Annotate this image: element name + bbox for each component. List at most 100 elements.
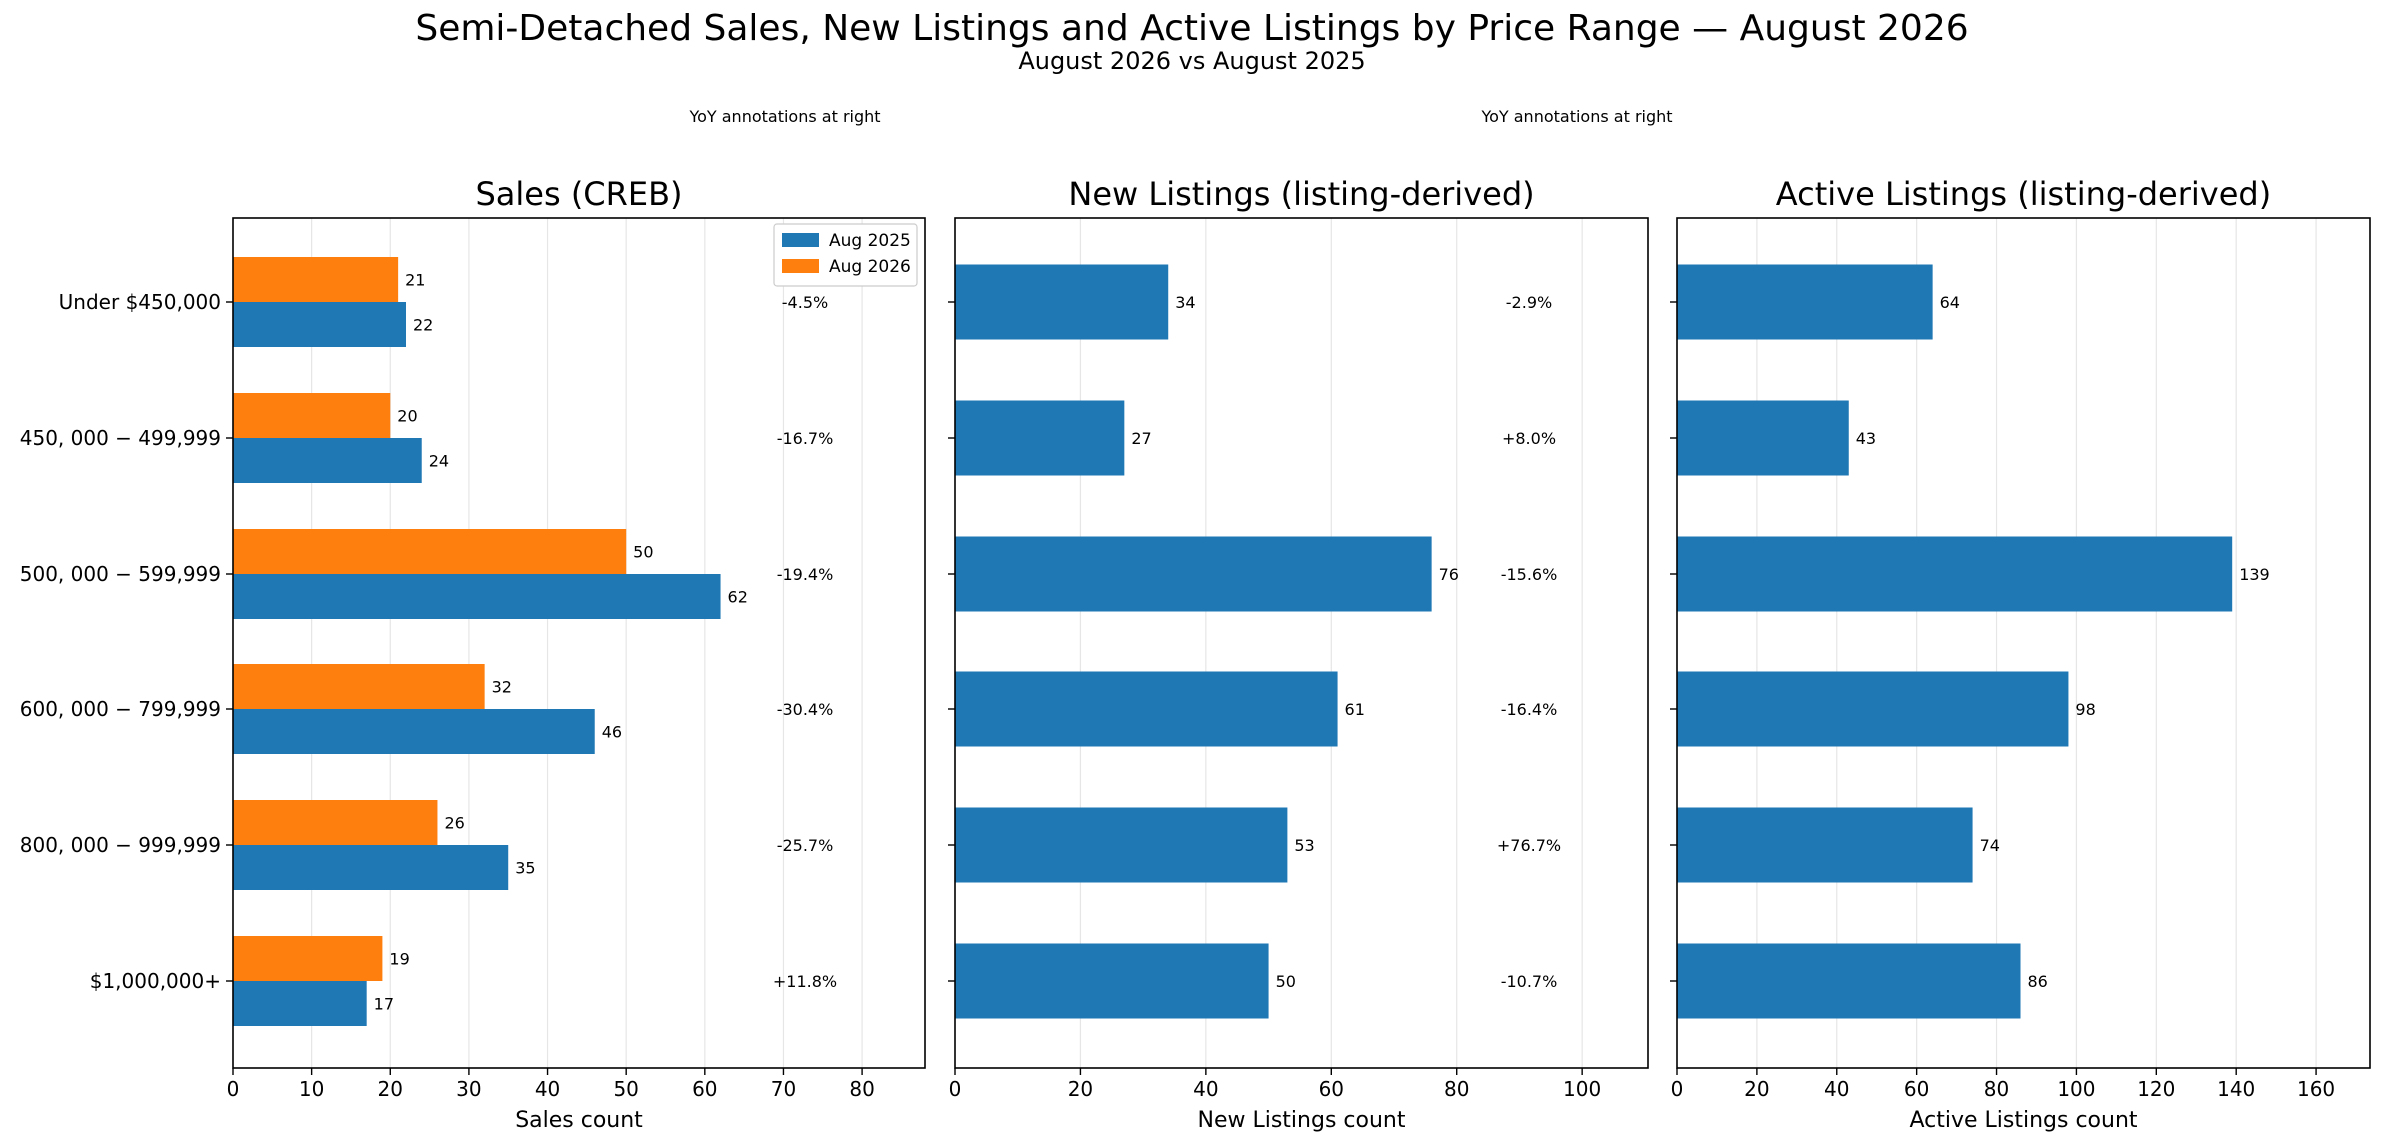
bar <box>233 800 438 845</box>
bar <box>233 981 367 1026</box>
bar-value-label: 74 <box>1980 836 2000 855</box>
bar <box>233 574 721 619</box>
axes-frame <box>1676 217 2371 1069</box>
bar-value-label: 24 <box>429 452 449 471</box>
yoy-annotation: +11.8% <box>773 972 837 991</box>
x-tick-label: 60 <box>692 1077 717 1101</box>
bar <box>1677 536 2233 612</box>
x-tick-label: 0 <box>949 1077 962 1101</box>
bar-value-label: 61 <box>1345 700 1365 719</box>
x-tick-label: 80 <box>1444 1077 1469 1101</box>
bar <box>233 438 422 483</box>
x-tick-label: 10 <box>299 1077 324 1101</box>
x-axis-label: New Listings count <box>1198 1108 1406 1133</box>
bar-value-label: 22 <box>413 316 433 335</box>
x-tick-label: 160 <box>2297 1077 2335 1101</box>
yoy-annotation: -16.4% <box>1501 700 1558 719</box>
bar-value-label: 43 <box>1856 429 1876 448</box>
bar-value-label: 50 <box>1276 972 1296 991</box>
yoy-annotation: -10.7% <box>1501 972 1558 991</box>
yoy-annotation: -25.7% <box>777 836 834 855</box>
x-tick-label: 20 <box>378 1077 403 1101</box>
x-tick-label: 20 <box>1744 1077 1769 1101</box>
yoy-note: YoY annotations at right <box>1480 107 1672 126</box>
x-tick-label: 30 <box>456 1077 481 1101</box>
x-tick-label: 20 <box>1068 1077 1093 1101</box>
bar <box>233 302 406 347</box>
bar-value-label: 34 <box>1175 293 1195 312</box>
x-tick-label: 40 <box>535 1077 560 1101</box>
bar <box>233 664 485 709</box>
bar <box>1677 400 1849 476</box>
legend-label: Aug 2026 <box>829 257 911 277</box>
x-tick-label: 50 <box>613 1077 638 1101</box>
bar <box>1677 943 2021 1019</box>
axes-frame <box>232 217 926 1069</box>
bar <box>1677 807 1973 883</box>
legend-swatch <box>782 259 819 273</box>
x-tick-label: 0 <box>1671 1077 1684 1101</box>
bar <box>955 536 1432 612</box>
y-tick-label: 450, 000 − 499,999 <box>20 426 221 450</box>
yoy-annotation: +76.7% <box>1497 836 1561 855</box>
bar <box>233 393 391 438</box>
bar <box>955 943 1269 1019</box>
y-tick-label: $1,000,000+ <box>90 969 221 993</box>
legend: Aug 2025 Aug 2026 <box>773 223 918 287</box>
bar-value-label: 26 <box>444 814 464 833</box>
figure-subtitle: August 2026 vs August 2025 <box>1018 47 1365 75</box>
y-tick-label: 800, 000 − 999,999 <box>20 833 221 857</box>
yoy-annotation: -16.7% <box>777 429 834 448</box>
bar-value-label: 17 <box>374 995 394 1014</box>
bar-value-label: 86 <box>2028 972 2048 991</box>
bar-value-label: 62 <box>728 588 748 607</box>
bar-value-label: 19 <box>389 950 409 969</box>
x-tick-label: 60 <box>1319 1077 1344 1101</box>
legend-label: Aug 2025 <box>829 231 911 251</box>
bar-value-label: 27 <box>1131 429 1151 448</box>
bar <box>233 257 399 302</box>
bar-value-label: 64 <box>1940 293 1960 312</box>
bar <box>233 709 595 754</box>
chart-panels: 22 24 62 46 35 17 21 20 50 32 26 19 -4.5% -16.7% -19.4… <box>20 107 2371 1133</box>
bar <box>955 671 1338 747</box>
chart-title: New Listings (listing-derived) <box>1068 175 1534 213</box>
yoy-annotation: -4.5% <box>782 293 828 312</box>
x-tick-label: 40 <box>1193 1077 1218 1101</box>
yoy-note: YoY annotations at right <box>688 107 880 126</box>
chart-title: Sales (CREB) <box>475 175 682 213</box>
x-axis-label: Active Listings count <box>1909 1108 2137 1133</box>
bar <box>1677 671 2069 747</box>
legend-swatch <box>782 233 819 247</box>
x-tick-label: 120 <box>2137 1077 2175 1101</box>
chart-panel-2: 34 27 76 61 53 50 -2.9% +8.0% -15.6% -16.4% +76.7%… <box>948 107 1673 1133</box>
figure-title: Semi-Detached Sales, New Listings and Ac… <box>415 8 1968 49</box>
x-axis-label: Sales count <box>515 1108 643 1133</box>
yoy-annotation: -15.6% <box>1501 565 1558 584</box>
bar-value-label: 139 <box>2239 565 2270 584</box>
x-tick-label: 70 <box>771 1077 796 1101</box>
axes-frame <box>954 217 1649 1069</box>
bar <box>233 845 509 890</box>
x-tick-label: 140 <box>2217 1077 2255 1101</box>
y-tick-label: 600, 000 − 799,999 <box>20 697 221 721</box>
yoy-annotation: -2.9% <box>1506 293 1552 312</box>
bar-value-label: 21 <box>405 271 425 290</box>
x-tick-label: 40 <box>1824 1077 1849 1101</box>
bar-value-label: 20 <box>397 407 417 426</box>
x-tick-label: 60 <box>1904 1077 1929 1101</box>
bar <box>1677 264 1933 340</box>
bar-value-label: 32 <box>492 678 512 697</box>
bar-value-label: 35 <box>515 859 535 878</box>
bar-value-label: 50 <box>633 543 653 562</box>
chart-panel-1: 22 24 62 46 35 17 21 20 50 32 26 19 -4.5% -16.7% -19.4… <box>20 107 926 1133</box>
bar-value-label: 98 <box>2075 700 2095 719</box>
bar-value-label: 53 <box>1294 836 1314 855</box>
x-tick-label: 0 <box>227 1077 240 1101</box>
x-tick-label: 100 <box>1563 1077 1601 1101</box>
bar <box>233 936 383 981</box>
x-tick-label: 80 <box>849 1077 874 1101</box>
yoy-annotation: -30.4% <box>777 700 834 719</box>
y-tick-label: 500, 000 − 599,999 <box>20 562 221 586</box>
